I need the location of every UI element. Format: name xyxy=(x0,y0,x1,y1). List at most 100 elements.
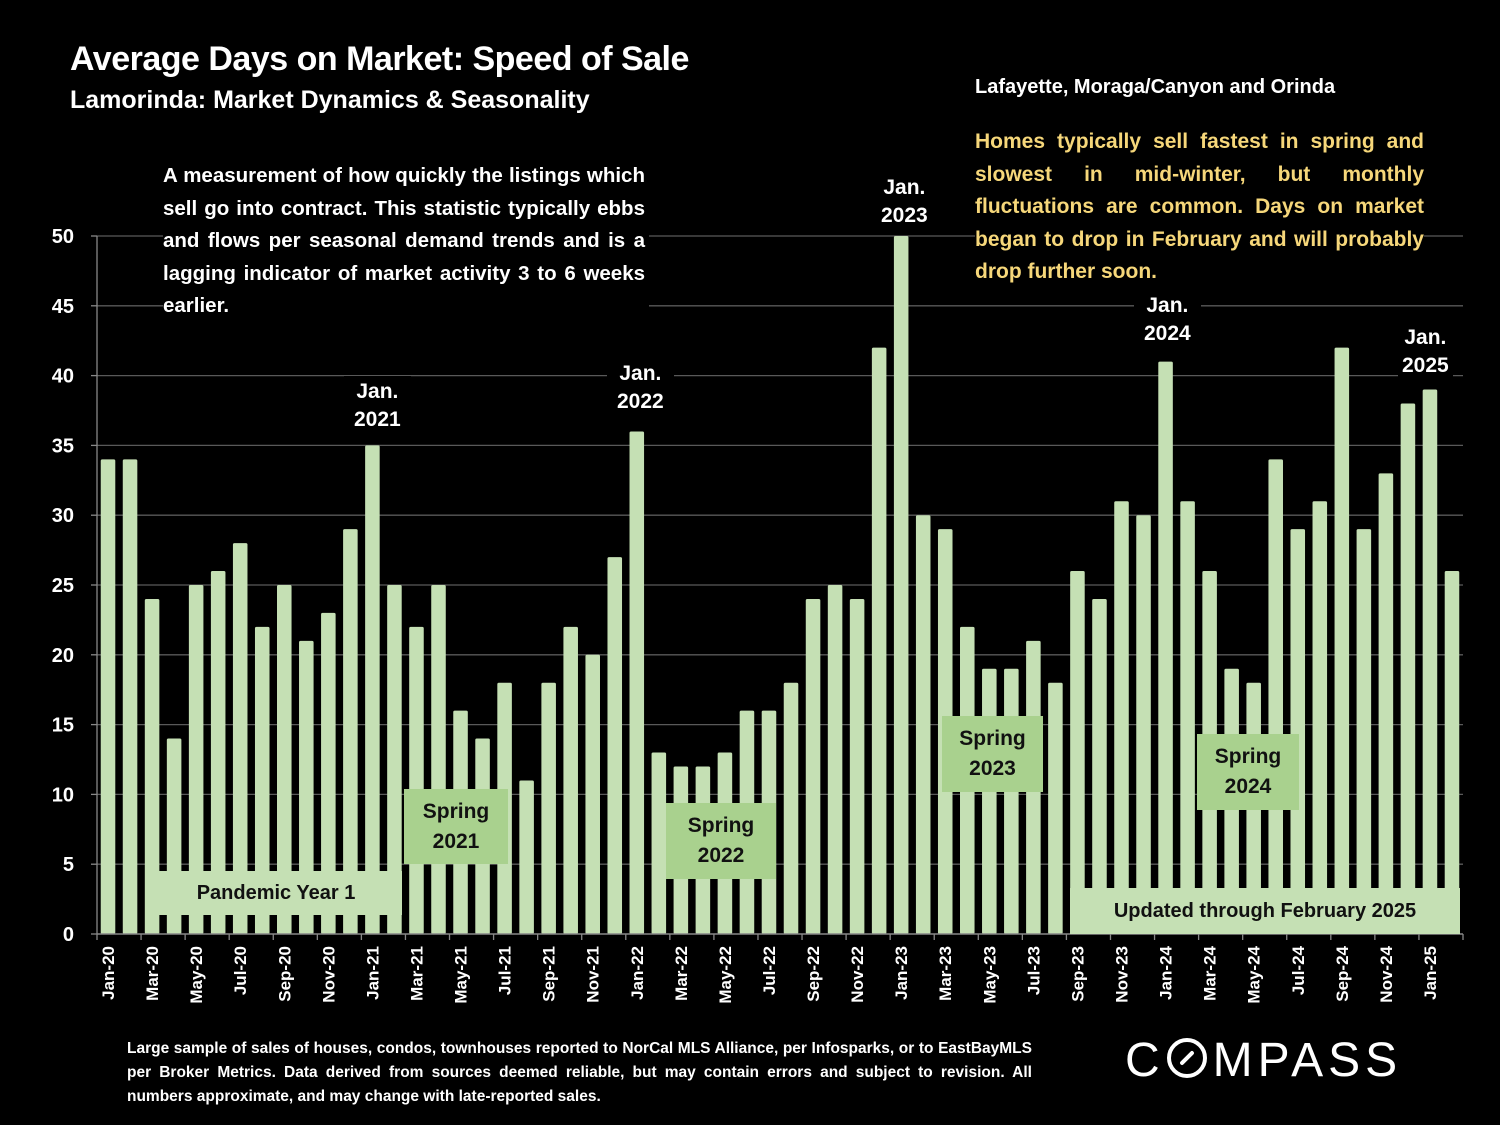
bar xyxy=(321,612,336,934)
x-tick-label: Mar-24 xyxy=(1201,945,1220,1000)
bar xyxy=(1422,389,1438,934)
spring-2023-box: Spring 2023 xyxy=(942,716,1043,792)
peak-label-line: Jan. xyxy=(356,380,399,403)
box-line: 2023 xyxy=(969,757,1016,780)
bar xyxy=(849,598,865,934)
bar xyxy=(254,626,270,934)
bar xyxy=(1158,361,1173,934)
bar xyxy=(277,585,292,934)
logo-text: C xyxy=(1125,1034,1165,1087)
bar xyxy=(1444,571,1460,934)
bar xyxy=(1356,529,1372,934)
chart-title: Average Days on Market: Speed of Sale xyxy=(70,40,689,78)
logo-text: MPASS xyxy=(1212,1034,1403,1087)
bar xyxy=(982,668,997,934)
x-tick-label: Jan-22 xyxy=(628,946,647,1000)
x-tick-label: Nov-23 xyxy=(1113,946,1132,1003)
bar xyxy=(585,654,600,934)
bar xyxy=(541,682,556,934)
x-tick-label: Jul-20 xyxy=(231,946,250,995)
x-tick-label: May-21 xyxy=(452,946,471,1004)
x-tick-label: May-24 xyxy=(1245,945,1264,1003)
x-tick-label: Jul-24 xyxy=(1289,945,1308,995)
y-tick-label: 35 xyxy=(52,435,74,457)
bar xyxy=(188,585,204,934)
y-tick-label: 50 xyxy=(52,226,74,248)
bar xyxy=(1114,501,1129,934)
bar xyxy=(144,598,160,934)
y-tick-label: 30 xyxy=(52,505,74,527)
bar xyxy=(1180,501,1195,934)
peak-label-jan-2023: Jan. 2023 xyxy=(871,172,938,232)
bar xyxy=(871,347,887,934)
x-tick-label: May-23 xyxy=(980,946,999,1004)
peak-label-jan-2024: Jan. 2024 xyxy=(1134,290,1201,350)
bar xyxy=(1334,347,1350,934)
bar xyxy=(1070,571,1085,934)
peak-label-line: 2025 xyxy=(1402,354,1449,377)
x-tick-label: Sep-24 xyxy=(1333,945,1352,1001)
description-annotation: A measurement of how quickly the listing… xyxy=(163,160,649,327)
bar xyxy=(299,640,314,934)
spring-2022-box: Spring 2022 xyxy=(666,803,776,879)
box-line: 2024 xyxy=(1224,775,1272,798)
bar xyxy=(409,626,424,934)
x-tick-label: Jul-23 xyxy=(1024,946,1043,995)
y-tick-label: 25 xyxy=(52,575,74,597)
y-axis-tick-labels: 0 5 10 15 20 25 30 35 40 45 50 xyxy=(52,226,74,946)
source-footnote: Large sample of sales of houses, condos,… xyxy=(127,1040,1032,1105)
x-tick-label: Mar-22 xyxy=(672,946,691,1001)
x-tick-label: Jul-22 xyxy=(760,946,779,995)
x-tick-label: Jan-23 xyxy=(892,946,911,1000)
x-axis-tick-labels: Jan-20 Mar-20 May-20 Jul-20 Sep-20 Nov-20 Jan-… xyxy=(99,945,1440,1003)
peak-label-line: Jan. xyxy=(619,362,662,385)
bar xyxy=(1268,459,1283,934)
bar xyxy=(651,752,667,934)
bar xyxy=(893,236,909,934)
peak-label-line: 2024 xyxy=(1144,322,1191,345)
box-line: Spring xyxy=(687,814,755,837)
bar xyxy=(1048,682,1063,934)
x-tick-label: May-20 xyxy=(187,946,206,1004)
peak-label-jan-2022: Jan. 2022 xyxy=(607,358,674,418)
y-tick-label: 20 xyxy=(52,645,74,667)
box-line: 2022 xyxy=(697,844,745,867)
x-tick-label: Sep-20 xyxy=(275,946,294,1002)
x-tick-label: Jan-24 xyxy=(1157,945,1176,999)
box-line: Spring xyxy=(1214,745,1282,768)
x-tick-label: Mar-20 xyxy=(143,946,162,1001)
bar xyxy=(1290,529,1306,934)
compass-logo: C MPASS xyxy=(1125,1033,1402,1088)
y-tick-label: 10 xyxy=(52,784,74,806)
bar xyxy=(122,459,138,934)
box-line: Spring xyxy=(422,800,490,823)
bar xyxy=(827,585,843,934)
x-tick-label: Nov-22 xyxy=(848,946,867,1003)
x-tick-label: Sep-22 xyxy=(804,946,823,1002)
peak-label-jan-2021: Jan. 2021 xyxy=(344,376,411,436)
x-tick-label: Mar-23 xyxy=(936,946,955,1001)
chart-subtitle: Lamorinda: Market Dynamics & Seasonality xyxy=(70,86,590,114)
bar xyxy=(1092,598,1107,934)
pandemic-year-1-box: Pandemic Year 1 xyxy=(150,871,402,915)
bar xyxy=(365,445,380,934)
bar xyxy=(1004,668,1019,934)
y-tick-label: 5 xyxy=(63,854,74,876)
bar-series xyxy=(100,236,1460,934)
x-tick-label: Nov-21 xyxy=(584,946,603,1003)
bar xyxy=(343,529,358,934)
bar xyxy=(431,585,446,934)
box-line: 2021 xyxy=(432,830,480,853)
spring-2024-box: Spring 2024 xyxy=(1197,734,1299,810)
bar xyxy=(232,543,248,934)
updated-through-box: Updated through February 2025 xyxy=(1070,888,1460,934)
bar xyxy=(1400,403,1416,934)
bar xyxy=(1378,473,1394,934)
peak-label-line: 2021 xyxy=(354,408,401,431)
x-tick-label: Nov-24 xyxy=(1377,945,1396,1002)
x-tick-label: Mar-21 xyxy=(407,946,426,1001)
bar xyxy=(563,626,578,934)
bar xyxy=(607,557,623,934)
x-tick-label: Nov-20 xyxy=(319,946,338,1003)
y-tick-label: 45 xyxy=(52,296,74,318)
